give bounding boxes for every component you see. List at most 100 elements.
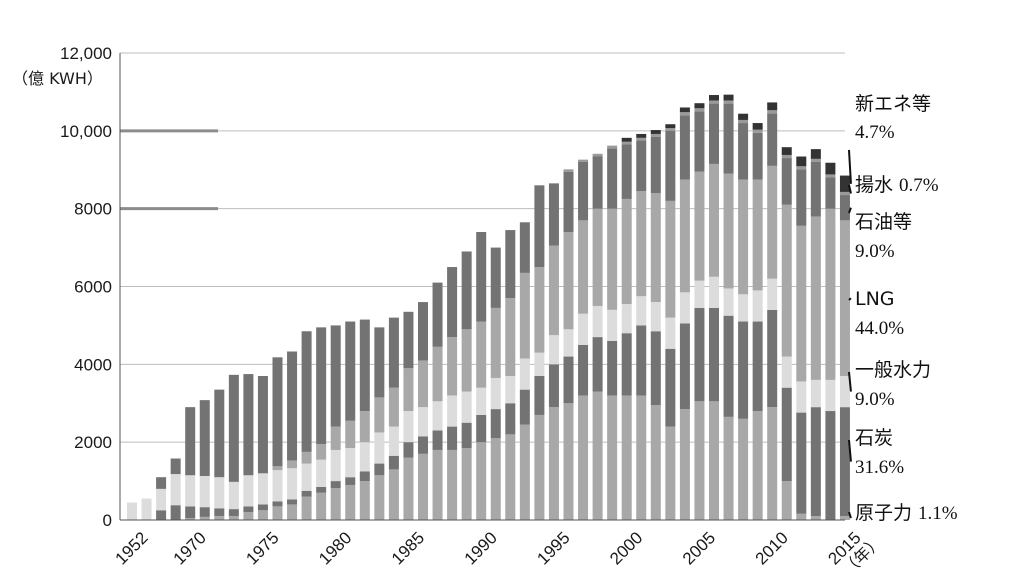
nuclear-segment: [839, 516, 850, 520]
oil-segment: [432, 282, 443, 347]
hydro-segment: [679, 292, 690, 324]
oil-segment: [272, 357, 283, 467]
oil-segment: [694, 111, 705, 172]
pumped-segment: [578, 159, 589, 162]
coal-segment: [665, 348, 676, 427]
lng-segment: [694, 171, 705, 281]
coal-segment: [825, 411, 836, 520]
oil-segment: [752, 132, 763, 180]
hydro-segment: [767, 278, 778, 310]
coal-segment: [548, 364, 559, 408]
lng-segment: [287, 460, 298, 469]
nuclear-segment: [723, 416, 734, 520]
hydro-segment: [418, 407, 428, 437]
nuclear-segment: [621, 395, 632, 520]
hydro-segment: [170, 474, 181, 506]
legend-leader-line: [848, 511, 852, 519]
legend-series-percent: 44.0%: [855, 318, 904, 339]
oil-segment: [447, 267, 458, 338]
nuclear-segment: [461, 448, 472, 520]
oil-segment: [461, 251, 472, 330]
hydro-segment: [345, 448, 356, 478]
hydro-segment: [432, 401, 443, 431]
lng-segment: [607, 208, 618, 310]
pumped-segment: [752, 129, 763, 133]
coal-segment: [796, 412, 807, 514]
coal-segment: [490, 409, 501, 439]
pumped-segment: [723, 100, 734, 104]
coal-segment: [228, 509, 239, 517]
pumped-segment: [709, 100, 719, 104]
oil-segment: [476, 232, 487, 322]
lng-segment: [505, 298, 516, 377]
nuclear-segment: [228, 516, 239, 520]
legend-leader-line: [848, 184, 852, 194]
newenergy-segment: [636, 133, 647, 138]
lng-segment: [621, 198, 632, 305]
coal-segment: [418, 436, 428, 454]
nuclear-segment: [257, 510, 268, 520]
nuclear-segment: [185, 518, 196, 520]
coal-segment: [767, 309, 778, 408]
coal-segment: [199, 507, 210, 517]
nuclear-segment: [214, 516, 225, 520]
oil-segment: [505, 230, 516, 299]
lng-segment: [548, 245, 559, 336]
oil-segment: [839, 195, 850, 221]
nuclear-segment: [374, 475, 385, 520]
nuclear-segment: [505, 434, 516, 520]
lng-segment: [738, 179, 749, 295]
nuclear-segment: [607, 395, 618, 520]
hydro-segment: [578, 313, 589, 345]
newenergy-segment: [709, 95, 719, 101]
nuclear-segment: [796, 513, 807, 520]
lng-segment: [810, 216, 821, 380]
nuclear-segment: [534, 414, 545, 520]
oil-segment: [156, 477, 167, 489]
nuclear-segment: [709, 401, 719, 520]
nuclear-segment: [388, 469, 399, 520]
oil-segment: [665, 130, 676, 201]
hydro-segment: [156, 488, 167, 511]
coal-segment: [810, 407, 821, 517]
nuclear-segment: [519, 424, 530, 520]
hydro-segment: [607, 309, 618, 341]
y-tick-label: 6000: [74, 278, 112, 297]
hydro-segment: [534, 352, 545, 377]
newenergy-segment: [810, 149, 821, 159]
y-tick-label: 10,000: [60, 122, 112, 141]
legend-series-percent: 4.7%: [855, 122, 895, 143]
coal-segment: [563, 356, 574, 404]
coal-segment: [330, 481, 341, 489]
hydro-segment: [505, 376, 516, 404]
coal-segment: [272, 501, 283, 507]
oil-segment: [345, 321, 356, 421]
coal-segment: [621, 333, 632, 396]
pumped-segment: [592, 153, 603, 157]
oil-segment: [563, 171, 574, 233]
nuclear-segment: [781, 481, 792, 520]
coal-segment: [432, 430, 443, 450]
coal-segment: [650, 331, 661, 406]
nuclear-segment: [563, 403, 574, 520]
y-tick-labels: 0 2000 4000 6000 8000 10,000 12,000: [60, 44, 112, 530]
nuclear-segment: [650, 405, 661, 520]
nuclear-segment: [476, 442, 487, 520]
pumped-segment: [767, 110, 778, 114]
pumped-segment: [665, 128, 676, 131]
hydro-segment: [228, 481, 239, 510]
nuclear-segment: [752, 411, 763, 520]
legend-series-percent: 9.0%: [855, 389, 895, 410]
y-tick-label: 8000: [74, 200, 112, 219]
oil-segment: [388, 317, 399, 388]
x-tick-label: 1980: [315, 528, 355, 568]
oil-segment: [359, 319, 370, 412]
oil-segment: [709, 103, 719, 164]
nuclear-segment: [679, 409, 690, 520]
coal-segment: [316, 486, 327, 493]
oil-segment: [374, 327, 385, 398]
hydro-segment: [810, 379, 821, 408]
oil-segment: [592, 156, 603, 209]
x-tick-label: 2005: [679, 528, 719, 568]
